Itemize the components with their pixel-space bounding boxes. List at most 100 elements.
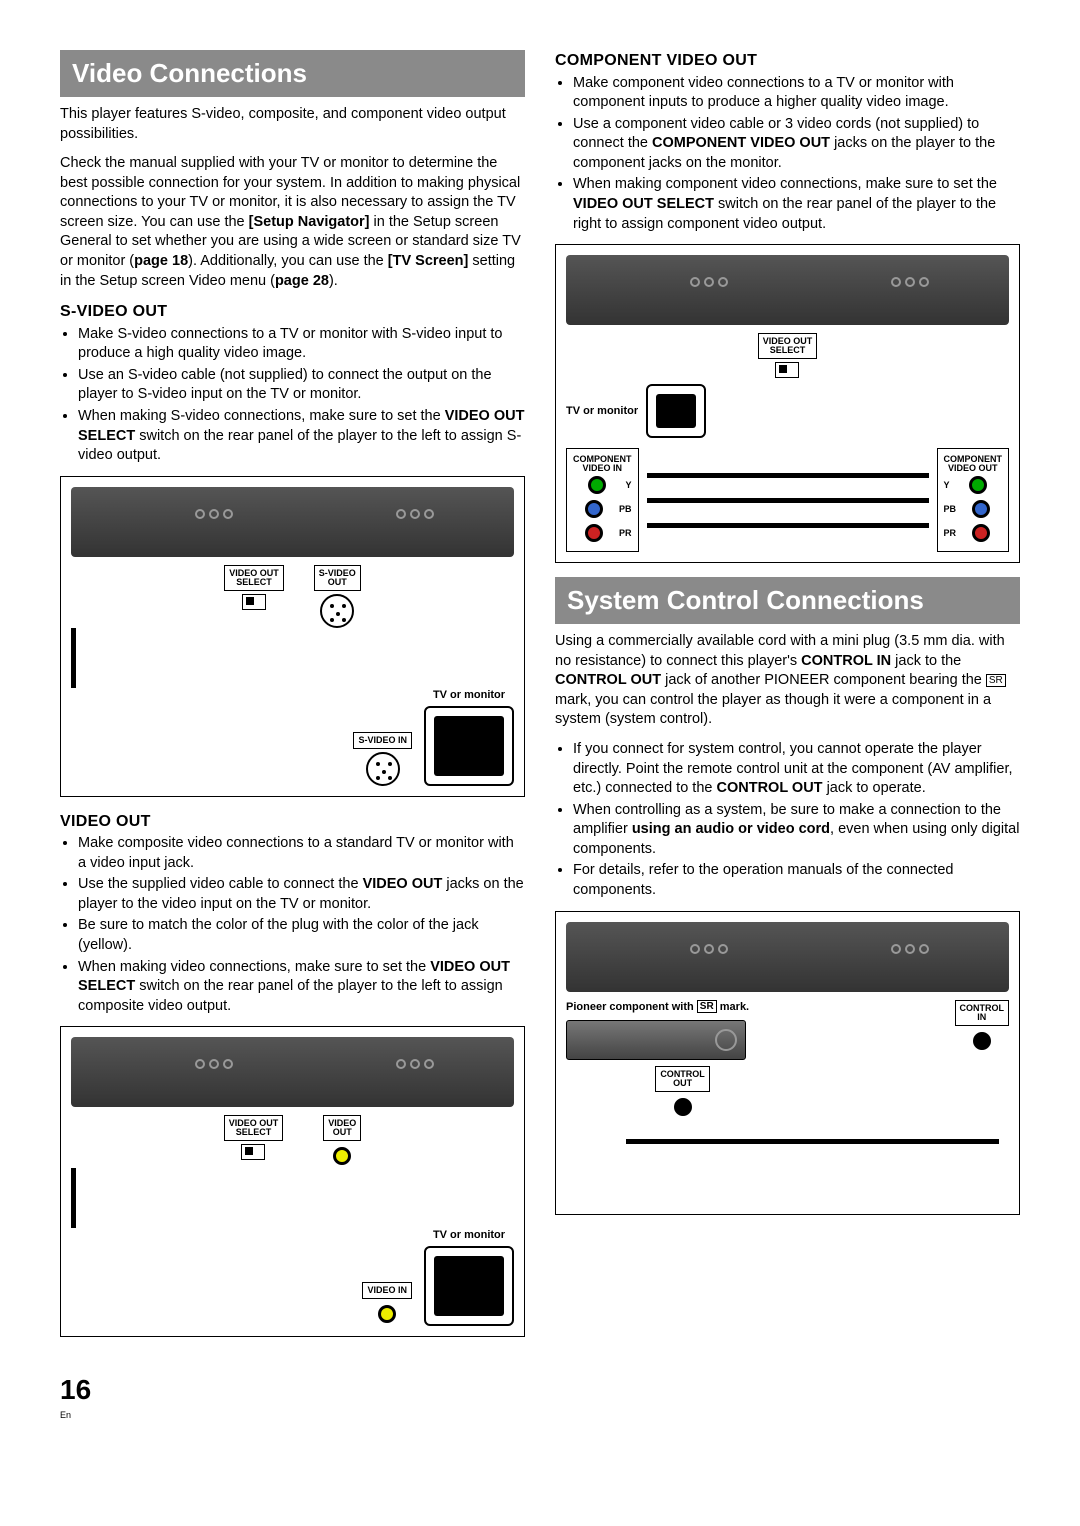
- component-list: Make component video connections to a TV…: [555, 74, 1020, 235]
- tv-screen-ref: [TV Screen]: [388, 253, 469, 269]
- video-out-select-label: VIDEO OUT SELECT: [224, 1115, 284, 1141]
- video-connections-header: Video Connections: [60, 50, 525, 97]
- rca-y-icon: [969, 476, 987, 494]
- cable-icon: [71, 628, 514, 688]
- intro-para-2: Check the manual supplied with your TV o…: [60, 154, 525, 291]
- pr-label: PR: [619, 529, 632, 538]
- control-in-ref: CONTROL IN: [801, 653, 891, 669]
- text: ).: [329, 273, 338, 289]
- rca-pr-icon: [585, 524, 603, 542]
- rca-yellow-icon: [333, 1147, 351, 1165]
- rca-yellow-icon: [378, 1305, 396, 1323]
- text: jack to operate.: [823, 780, 926, 796]
- system-control-diagram: Pioneer component with SR mark. CONTROL …: [555, 911, 1020, 1216]
- s-video-out-heading: S-VIDEO OUT: [60, 301, 525, 323]
- page-ref-18: page 18: [134, 253, 188, 269]
- s-video-jack-icon: [320, 594, 354, 628]
- control-out-ref: CONTROL OUT: [555, 672, 661, 688]
- audio-video-cord-ref: using an audio or video cord: [632, 821, 830, 837]
- player-rear-icon: [566, 255, 1009, 325]
- text: Pioneer component with: [566, 1001, 697, 1013]
- amplifier-icon: [566, 1020, 746, 1060]
- text: jack of another PIONEER component bearin…: [661, 672, 986, 688]
- component-video-out-ref: COMPONENT VIDEO OUT: [652, 135, 830, 151]
- list-item: For details, refer to the operation manu…: [573, 861, 1020, 900]
- switch-icon: [241, 1144, 265, 1160]
- list-item: Make composite video connections to a st…: [78, 834, 525, 873]
- video-out-list: Make composite video connections to a st…: [60, 834, 525, 1016]
- s-video-diagram: VIDEO OUT SELECT S-VIDEO OUT S-VIDEO IN …: [60, 476, 525, 797]
- cable-icon: [71, 1168, 514, 1228]
- tv-monitor-label: TV or monitor: [433, 688, 505, 703]
- page-ref-28: page 28: [275, 273, 329, 289]
- cable-icon: [647, 498, 929, 503]
- video-out-select-label: VIDEO OUT SELECT: [224, 565, 284, 591]
- page-language: En: [60, 1409, 1020, 1421]
- rca-pb-icon: [972, 500, 990, 518]
- list-item: Make S-video connections to a TV or moni…: [78, 325, 525, 364]
- text: jack to the: [891, 653, 961, 669]
- player-rear-icon: [566, 922, 1009, 992]
- sr-mark-icon: SR: [697, 1000, 717, 1013]
- text: When making video connections, make sure…: [78, 959, 430, 975]
- pb-label: PB: [944, 505, 957, 514]
- component-video-out-heading: COMPONENT VIDEO OUT: [555, 50, 1020, 72]
- s-video-in-label: S-VIDEO IN: [353, 732, 412, 749]
- list-item: When making component video connections,…: [573, 175, 1020, 234]
- tv-icon: [646, 384, 706, 438]
- video-out-ref: VIDEO OUT: [363, 876, 443, 892]
- pioneer-component-caption: Pioneer component with SR mark.: [566, 1000, 749, 1015]
- sr-mark-icon: SR: [986, 674, 1006, 687]
- control-out-ref: CONTROL OUT: [716, 780, 822, 796]
- component-out-block: COMPONENT VIDEO OUT Y PB PR: [937, 448, 1010, 552]
- s-video-out-label: S-VIDEO OUT: [314, 565, 361, 591]
- player-rear-icon: [71, 1037, 514, 1107]
- pb-label: PB: [619, 505, 632, 514]
- control-in-label: CONTROL IN: [955, 1000, 1010, 1026]
- video-out-select-ref: VIDEO OUT SELECT: [573, 196, 714, 212]
- list-item: Be sure to match the color of the plug w…: [78, 916, 525, 955]
- cable-icon: [647, 523, 929, 528]
- text: When making S-video connections, make su…: [78, 408, 445, 424]
- text: ). Additionally, you can use the: [188, 253, 388, 269]
- jack-icon: [674, 1098, 692, 1116]
- video-out-select-label: VIDEO OUT SELECT: [758, 333, 818, 359]
- text: switch on the rear panel of the player t…: [78, 428, 521, 464]
- composite-diagram: VIDEO OUT SELECT VIDEO OUT VIDEO IN TV o…: [60, 1026, 525, 1337]
- s-video-list: Make S-video connections to a TV or moni…: [60, 325, 525, 466]
- component-video-out-label: COMPONENT VIDEO OUT: [944, 455, 1003, 473]
- component-video-in-label: COMPONENT VIDEO IN: [573, 455, 632, 473]
- system-control-list: If you connect for system control, you c…: [555, 740, 1020, 901]
- left-column: Video Connections This player features S…: [60, 50, 525, 1351]
- list-item: When making S-video connections, make su…: [78, 407, 525, 466]
- system-control-intro: Using a commercially available cord with…: [555, 632, 1020, 730]
- switch-icon: [242, 594, 266, 610]
- list-item: Use a component video cable or 3 video c…: [573, 115, 1020, 174]
- list-item: When controlling as a system, be sure to…: [573, 801, 1020, 860]
- text: mark, you can control the player as thou…: [555, 692, 991, 728]
- tv-monitor-label: TV or monitor: [433, 1228, 505, 1243]
- jack-icon: [973, 1032, 991, 1050]
- tv-monitor-label: TV or monitor: [566, 404, 638, 419]
- list-item: If you connect for system control, you c…: [573, 740, 1020, 799]
- player-rear-icon: [71, 487, 514, 557]
- right-column: COMPONENT VIDEO OUT Make component video…: [555, 50, 1020, 1351]
- y-label: Y: [944, 481, 950, 490]
- text: When making component video connections,…: [573, 176, 997, 192]
- rca-pb-icon: [585, 500, 603, 518]
- list-item: Use an S-video cable (not supplied) to c…: [78, 366, 525, 405]
- text: switch on the rear panel of the player t…: [78, 978, 503, 1014]
- setup-navigator-ref: [Setup Navigator]: [249, 214, 370, 230]
- video-out-jack-label: VIDEO OUT: [323, 1115, 361, 1141]
- y-label: Y: [625, 481, 631, 490]
- s-video-jack-icon: [366, 752, 400, 786]
- list-item: Use the supplied video cable to connect …: [78, 875, 525, 914]
- rca-y-icon: [588, 476, 606, 494]
- video-in-label: VIDEO IN: [362, 1282, 412, 1299]
- system-control-header: System Control Connections: [555, 577, 1020, 624]
- page-number: 16: [60, 1371, 1020, 1409]
- text: mark.: [717, 1001, 749, 1013]
- cable-icon: [647, 473, 929, 478]
- list-item: When making video connections, make sure…: [78, 958, 525, 1017]
- tv-icon: [424, 706, 514, 786]
